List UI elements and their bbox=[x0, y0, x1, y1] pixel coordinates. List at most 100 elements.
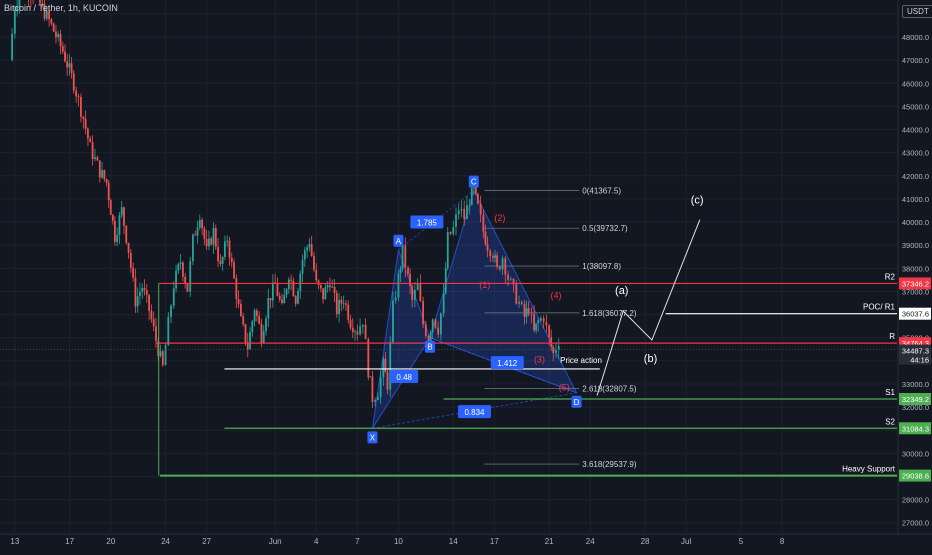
elliott-wave-label: (5) bbox=[559, 382, 570, 392]
x-axis-tick-label: 17 bbox=[65, 537, 74, 546]
candle-body bbox=[66, 61, 69, 68]
fib-levels: 0(41367.5) 0.5(39732.7) 1(38097.8) 1.618(36… bbox=[484, 186, 637, 469]
candle-body bbox=[281, 299, 283, 304]
candle-body bbox=[392, 300, 394, 342]
candle-body bbox=[407, 267, 409, 274]
candle-body bbox=[540, 318, 542, 321]
pattern-ratio: 0.48 bbox=[390, 370, 419, 384]
candle-body bbox=[192, 234, 194, 262]
pattern-ratio: 1.785 bbox=[410, 215, 444, 229]
candle-body bbox=[159, 351, 162, 357]
pattern-point-text: C bbox=[471, 178, 477, 187]
candle-body bbox=[113, 220, 116, 242]
x-axis-tick-label: Jun bbox=[269, 537, 282, 546]
candle-body bbox=[484, 231, 487, 245]
candle-body bbox=[319, 284, 322, 289]
pattern-point-text: A bbox=[396, 237, 402, 246]
candle-body bbox=[177, 264, 180, 271]
candle-body bbox=[129, 252, 132, 268]
pattern-point-badge bbox=[468, 175, 479, 188]
candle-body bbox=[134, 277, 137, 307]
candle-body bbox=[329, 285, 331, 288]
candle-body bbox=[224, 241, 226, 258]
candle-body bbox=[249, 332, 251, 350]
candle-body bbox=[41, 3, 44, 4]
candle-body bbox=[214, 227, 217, 248]
candle-body bbox=[557, 346, 560, 351]
elliott-wave-labels: (1) (2) (3) (4) (5) bbox=[479, 213, 569, 393]
candle-body bbox=[77, 96, 80, 98]
candle-body bbox=[460, 209, 463, 211]
candle-body bbox=[364, 324, 367, 340]
candle-body bbox=[139, 292, 141, 297]
candle-body bbox=[452, 226, 455, 234]
candle-body bbox=[303, 250, 306, 260]
y-axis-tick-label: 41000.0 bbox=[902, 195, 929, 204]
x-axis-tick-label: 14 bbox=[449, 537, 458, 546]
candle-body bbox=[107, 182, 110, 201]
candle-body bbox=[292, 280, 295, 297]
candle-body bbox=[492, 256, 494, 258]
pattern-point-text: X bbox=[370, 433, 376, 442]
candle-body bbox=[386, 372, 389, 390]
candle-body bbox=[265, 318, 267, 332]
y-axis-tick-label: 30000.0 bbox=[902, 449, 929, 458]
candle-body bbox=[338, 299, 340, 315]
candle-body bbox=[123, 207, 125, 226]
candle-body bbox=[507, 274, 509, 280]
candle-body bbox=[411, 286, 414, 300]
level-label: R bbox=[889, 332, 895, 341]
pattern-point-c: C bbox=[468, 175, 479, 188]
candle-body bbox=[550, 337, 553, 347]
y-axis-tick-label: 27000.0 bbox=[902, 519, 929, 528]
candle-body bbox=[429, 332, 432, 342]
pattern-ratio: 0.834 bbox=[457, 405, 491, 419]
forecast-wave-label: (c) bbox=[691, 195, 704, 207]
x-axis-tick-label: 24 bbox=[586, 537, 595, 546]
candle-body bbox=[498, 266, 501, 270]
candle-body bbox=[455, 214, 457, 227]
candle-body bbox=[552, 346, 555, 353]
candle-body bbox=[109, 200, 112, 215]
y-axis-tick-label: 39000.0 bbox=[902, 241, 929, 250]
candle-body bbox=[369, 376, 372, 378]
candle-body bbox=[235, 278, 238, 300]
candle-body bbox=[384, 358, 387, 373]
x-axis-tick-label: Jul bbox=[681, 537, 691, 546]
x-axis-tick-label: 20 bbox=[106, 537, 115, 546]
candle-body bbox=[98, 160, 101, 178]
candle-body bbox=[89, 138, 92, 143]
candle-body bbox=[440, 313, 442, 335]
pattern-ratio-badge bbox=[410, 215, 444, 229]
candle-body bbox=[152, 319, 155, 327]
candle-body bbox=[496, 255, 498, 267]
candle-body bbox=[237, 299, 240, 304]
candle-body bbox=[111, 214, 114, 221]
candle-body bbox=[530, 313, 533, 315]
candle-countdown: 44:16 bbox=[910, 356, 929, 365]
candle-body bbox=[127, 242, 130, 253]
candle-body bbox=[161, 351, 164, 366]
price-tag-background bbox=[899, 469, 931, 482]
x-axis-tick-label: 21 bbox=[545, 537, 554, 546]
level-label: Price action bbox=[560, 356, 602, 365]
candle-body bbox=[194, 234, 197, 236]
candle-body bbox=[413, 289, 416, 300]
candle-body bbox=[43, 3, 46, 19]
candle-body bbox=[520, 301, 523, 304]
candle-body bbox=[472, 187, 475, 189]
candle-body bbox=[132, 267, 135, 278]
pattern-ratio-text: 0.48 bbox=[396, 373, 412, 382]
candle-body bbox=[533, 313, 535, 331]
candle-body bbox=[260, 323, 263, 343]
pattern-ratio-text: 1.785 bbox=[417, 219, 438, 228]
candle-body bbox=[401, 245, 404, 269]
fib-level-label: 0.5(39732.7) bbox=[582, 224, 628, 233]
elliott-wave-label: (1) bbox=[479, 280, 490, 290]
y-axis-tick-label: 47000.0 bbox=[902, 56, 929, 65]
candle-body bbox=[172, 288, 175, 306]
currency-badge[interactable]: USDT bbox=[902, 5, 932, 18]
